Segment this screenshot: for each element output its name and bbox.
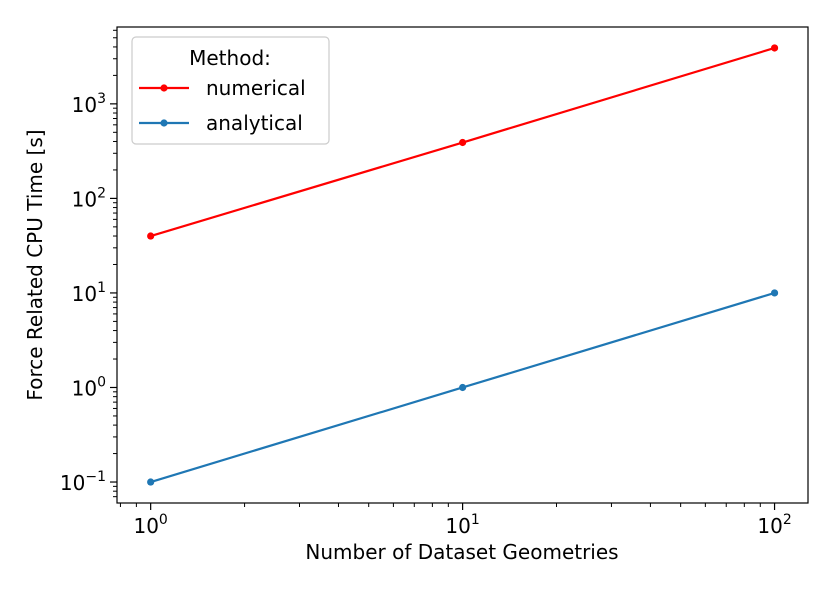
data-point-analytical [459,383,467,392]
data-point-numerical [459,138,467,147]
data-point-analytical [147,478,155,486]
legend-entries: numerical analytical [139,76,306,135]
x-axis-label: Number of Dataset Geometries [305,540,618,564]
y-tick-label: 10−1 [60,469,106,495]
y-tick-label: 103 [72,91,106,117]
data-point-analytical [770,289,779,297]
y-axis-label: Force Related CPU Time [s] [23,129,47,400]
y-tick-label: 100 [72,374,106,400]
x-tick-label: 101 [445,512,479,538]
y-tick-label: 102 [72,185,106,211]
legend-label-analytical: analytical [206,111,303,135]
x-tick-label: 100 [133,512,167,538]
data-point-numerical [770,44,779,52]
legend-marker-analytical [160,119,168,127]
legend-title: Method: [189,46,271,70]
legend-box [131,36,330,145]
major-ticks: 100 101 102 10−1 100 101 102 103 [60,91,792,538]
legend-marker-numerical [160,84,168,92]
plot-frame [116,26,809,504]
y-tick-label: 101 [72,280,106,306]
data-point-numerical [147,232,155,240]
x-tick-label: 102 [757,512,791,538]
legend: Method: numerical analytical [131,36,330,145]
series-layer [147,44,779,486]
legend-label-numerical: numerical [206,76,306,100]
minor-ticks [113,29,761,507]
